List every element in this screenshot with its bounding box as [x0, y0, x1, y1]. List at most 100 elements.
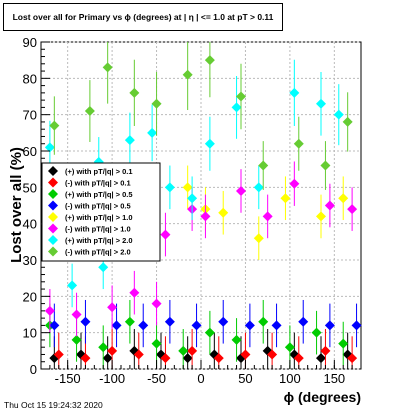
- data-point: [124, 135, 135, 146]
- data-point: [151, 98, 162, 109]
- data-point: [160, 229, 171, 240]
- data-point: [151, 338, 162, 349]
- data-point: [236, 185, 246, 196]
- legend-label: (-) with pT/|q| > 1.0: [65, 225, 131, 234]
- data-point: [200, 211, 211, 222]
- y-tick-label: 50: [23, 180, 37, 195]
- chart-title: Lost over all for Primary vs ϕ (degrees)…: [12, 12, 274, 22]
- data-point: [102, 353, 113, 364]
- legend-marker: [48, 177, 58, 188]
- data-point: [44, 305, 55, 316]
- y-tick-label: 0: [30, 362, 37, 377]
- data-point: [311, 327, 322, 338]
- data-point: [124, 316, 135, 327]
- data-point: [271, 320, 282, 331]
- data-point: [342, 116, 353, 127]
- data-point: [49, 320, 60, 331]
- data-point: [187, 193, 198, 204]
- legend-label: (+) with pT/|q| > 0.1: [65, 167, 133, 176]
- data-point: [236, 91, 246, 102]
- data-point: [240, 349, 251, 360]
- legend-marker: [48, 189, 58, 199]
- data-point: [80, 353, 91, 364]
- legend-label: (-) with pT/|q| > 2.0: [65, 248, 131, 257]
- data-point: [213, 353, 224, 364]
- data-point: [347, 353, 358, 364]
- data-point: [253, 233, 264, 244]
- data-point: [204, 327, 215, 338]
- data-point: [204, 55, 215, 66]
- data-point: [231, 102, 242, 113]
- legend-marker: [48, 235, 58, 245]
- x-tick-label: 50: [238, 371, 252, 386]
- data-point: [44, 142, 55, 153]
- data-point: [84, 106, 95, 117]
- data-point: [267, 349, 278, 360]
- legend-label: (-) with pT/|q| > 0.1: [65, 179, 131, 188]
- timestamp-footer: Thu Oct 15 19:24:32 2020: [4, 400, 103, 410]
- data-point: [338, 193, 349, 204]
- x-tick-label: 0: [197, 371, 204, 386]
- legend-marker: [48, 212, 58, 222]
- x-axis-label: ϕ (degrees): [284, 389, 361, 405]
- data-point: [182, 353, 193, 364]
- data-point: [293, 138, 304, 149]
- data-point: [98, 262, 109, 273]
- data-point: [182, 182, 193, 193]
- data-point: [147, 127, 158, 138]
- data-point: [164, 182, 175, 193]
- data-point: [338, 338, 349, 349]
- x-tick-label: 100: [279, 371, 301, 386]
- x-tick-label: -50: [147, 371, 166, 386]
- y-tick-label: 60: [23, 144, 37, 159]
- data-point: [160, 353, 171, 364]
- title-box: Lost over all for Primary vs ϕ (degrees)…: [3, 3, 283, 31]
- x-tick-label: 150: [323, 371, 345, 386]
- data-point: [347, 204, 358, 215]
- data-point: [231, 334, 242, 345]
- data-point: [98, 342, 109, 353]
- data-point: [316, 98, 326, 109]
- data-point: [289, 87, 300, 98]
- legend-label: (+) with pT/|q| > 0.5: [65, 190, 133, 199]
- legend-label: (+) with pT/|q| > 1.0: [65, 213, 133, 222]
- x-tick-label: -150: [55, 371, 81, 386]
- data-point: [49, 120, 60, 131]
- legend-box: [41, 162, 161, 262]
- data-point: [71, 309, 82, 320]
- data-point: [133, 349, 144, 360]
- data-point: [258, 160, 269, 171]
- data-point: [253, 182, 264, 193]
- data-point: [67, 280, 78, 291]
- legend-marker: [48, 246, 58, 257]
- data-point: [320, 345, 331, 356]
- data-point: [178, 345, 189, 356]
- data-point: [298, 316, 309, 327]
- data-point: [111, 320, 122, 331]
- data-point: [71, 334, 82, 345]
- data-point: [218, 316, 229, 327]
- data-point: [187, 345, 198, 356]
- y-axis-label: Lost over all (%): [8, 147, 25, 263]
- data-point: [280, 193, 291, 204]
- data-point: [316, 353, 326, 364]
- data-point: [262, 211, 273, 222]
- legend: (+) with pT/|q| > 0.1 (-) with pT/|q| > 0…: [41, 162, 161, 262]
- data-point: [204, 138, 215, 149]
- data-point: [129, 87, 140, 98]
- data-point: [289, 178, 300, 189]
- y-tick-label: 20: [23, 289, 37, 304]
- data-point: [102, 62, 113, 73]
- data-point: [80, 316, 91, 327]
- data-point: [53, 349, 64, 360]
- legend-marker: [48, 223, 58, 234]
- data-point: [244, 320, 255, 331]
- legend-label: (-) with pT/|q| > 0.5: [65, 202, 131, 211]
- y-tick-label: 30: [23, 253, 37, 268]
- data-point: [320, 160, 331, 171]
- data-point: [324, 320, 335, 331]
- axes: -150 -100 -50 0 50 100 150 0 10 20 30 40 50 60 70 80 90: [23, 35, 353, 386]
- data-point: [333, 109, 344, 120]
- data-points: [44, 42, 362, 369]
